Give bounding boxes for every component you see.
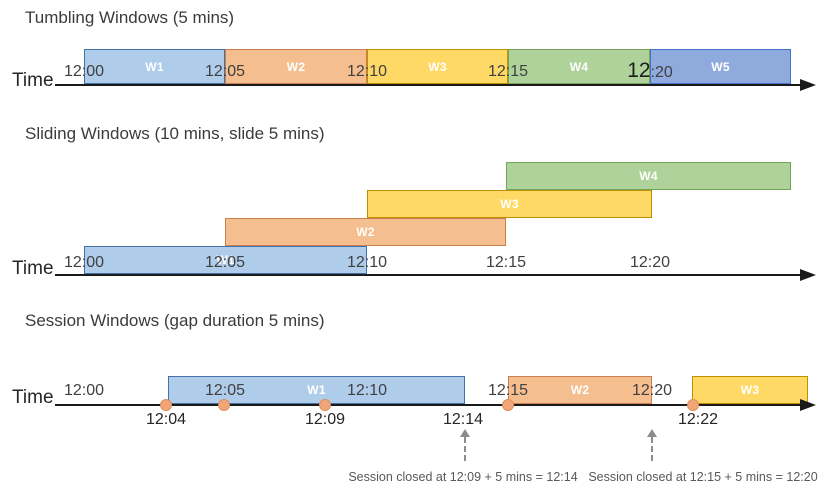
window-label: W2 [286,59,306,74]
dashed-up-arrow-icon [460,429,470,437]
tick-label: 12:10 [346,63,388,80]
window-label: W2 [570,383,590,397]
session-window-w2: W2 [508,376,652,404]
tick-label: 12:15 [485,254,527,271]
event-dot-icon [502,399,514,411]
tumbling-window-w1: W1 [84,49,225,84]
window-label: W4 [639,169,658,183]
tick-label: 12:20 [631,382,673,399]
session-window-w1: W1 [168,376,465,404]
tick-label: 12:15 [487,63,529,80]
dashed-up-arrow-icon [647,429,657,437]
tick-label: 12:00 [63,382,105,399]
window-label: W1 [145,59,164,74]
axis-arrow-icon [800,399,816,411]
event-time-label: 12:14 [442,411,484,428]
tick-label: 12:10 [346,382,388,399]
sliding-window-w2: W2 [225,218,506,246]
tumbling-window-w2: W2 [225,49,367,84]
tick-label: 12:15 [487,382,529,399]
window-label: W3 [428,59,447,74]
tick-label: 12:05 [204,254,246,271]
session-time-axis-label: Time [12,387,54,408]
window-label: W3 [740,383,760,397]
event-dot-icon [218,399,230,411]
window-label: W1 [307,383,326,397]
tick-label: 12:05 [204,382,246,399]
sliding-window-w3: W3 [367,190,652,218]
tumbling-title: Tumbling Windows (5 mins) [25,8,235,27]
event-dot-icon [319,399,331,411]
event-dot-icon [160,399,172,411]
tick-label-minutes: :20 [650,64,673,81]
window-label: W5 [711,59,730,74]
window-label: W1 [216,253,235,267]
event-dot-icon [687,399,699,411]
session-closed-annotation: Session closed at 12:09 + 5 mins = 12:14 [348,470,578,484]
time-axis [55,404,803,406]
tumbling-window-w3: W3 [367,49,508,84]
event-time-label: 12:22 [677,411,719,428]
event-time-label: 12:09 [304,411,346,428]
window-label: W3 [500,197,519,211]
tumbling-time-axis-label: Time [12,70,54,91]
tick-label: 12:20 [605,58,695,83]
sliding-title: Sliding Windows (10 mins, slide 5 mins) [25,124,325,143]
window-label: W4 [569,59,589,74]
dashed-up-arrow-icon [464,437,466,461]
session-title: Session Windows (gap duration 5 mins) [25,311,325,330]
tick-label: 12:10 [346,254,388,271]
dashed-up-arrow-icon [651,437,653,461]
tick-label-hours: 12 [627,59,651,82]
time-axis [55,274,803,276]
sliding-window-w4: W4 [506,162,791,190]
tick-label: 12:00 [63,254,105,271]
tick-label: 12:20 [629,254,671,271]
tumbling-window-w5: W5 [650,49,791,84]
axis-arrow-icon [800,269,816,281]
tumbling-window-w4: W4 [508,49,650,84]
tick-label: 12:00 [63,63,105,80]
axis-arrow-icon [800,79,816,91]
event-time-label: 12:04 [145,411,187,428]
time-axis [55,84,803,86]
sliding-window-w1: W1 [84,246,367,274]
session-window-w3: W3 [692,376,808,404]
window-label: W2 [356,225,375,239]
sliding-time-axis-label: Time [12,258,54,279]
session-closed-annotation: Session closed at 12:15 + 5 mins = 12:20 [588,470,818,484]
tick-label: 12:05 [204,63,246,80]
